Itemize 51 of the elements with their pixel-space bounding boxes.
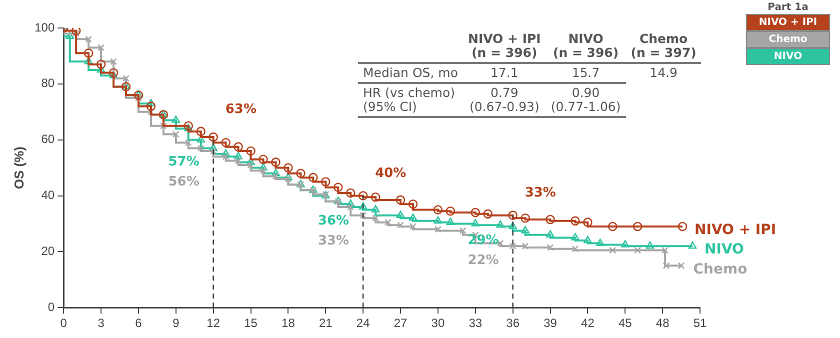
annotation: NIVO (n = 396) [552, 30, 620, 62]
x-tick-label: 42 [581, 316, 595, 330]
series-label: NIVO [704, 242, 744, 258]
y-tick-label: 0 [48, 300, 55, 314]
annotation: 57% [168, 154, 200, 170]
y-tick-label: 80 [41, 76, 55, 90]
annotation: NIVO + IPI (n = 396) [466, 30, 542, 62]
text: NIVO + IPI [758, 17, 818, 28]
annotation: HR (vs chemo) (95% CI) [358, 82, 463, 118]
annotation: 15.7 [546, 62, 626, 82]
annotation: 36% [318, 213, 350, 228]
x-tick-label: 45 [618, 316, 632, 330]
annotation: 22% [468, 252, 499, 268]
annotation: 33% [524, 186, 556, 201]
x-tick-label: 18 [282, 316, 296, 330]
annotation: 0.79 (0.67-0.93) [462, 82, 546, 118]
annotation: 0.90 (0.77-1.06) [546, 82, 626, 118]
legend-title: Part 1a [766, 2, 810, 13]
x-tick-label: 15 [244, 316, 258, 330]
x-tick-label: 48 [656, 316, 670, 330]
x-tick-label: 3 [98, 316, 105, 330]
x-tick-label: 27 [394, 316, 408, 330]
annotation: 33% [318, 233, 350, 248]
annotation: 17.1 [462, 62, 546, 82]
y-axis-title: OS (%) [11, 146, 26, 190]
annotation: 29% [468, 232, 499, 248]
x-tick-label: 30 [431, 316, 445, 330]
annotation: 56% [168, 174, 200, 190]
annotation: 40% [375, 166, 406, 182]
series-label: Chemo [693, 261, 748, 278]
annotation: 14.9 [626, 62, 702, 82]
x-tick-label: 33 [468, 316, 482, 330]
x-tick-label: 39 [544, 316, 558, 330]
series-label: NIVO + IPI [694, 222, 776, 238]
annotation: 63% [225, 102, 256, 117]
x-tick-label: 24 [356, 316, 370, 330]
y-tick-label: 40 [41, 188, 55, 202]
y-tick-label: 20 [41, 244, 55, 258]
x-tick-label: 12 [206, 316, 220, 330]
annotation: Chemo (n = 397) [630, 30, 698, 62]
x-tick-label: 0 [60, 316, 68, 330]
y-tick-label: 100 [34, 20, 55, 34]
text: Chemo [768, 34, 808, 45]
x-tick-label: 6 [135, 316, 142, 330]
annotation: Median OS, mo [358, 62, 463, 82]
x-tick-label: 36 [506, 316, 520, 330]
y-tick-label: 60 [41, 132, 55, 146]
text: NIVO [774, 51, 802, 62]
x-tick-label: 51 [693, 316, 707, 330]
x-tick-label: 21 [318, 316, 333, 330]
x-tick-label: 9 [172, 316, 180, 330]
